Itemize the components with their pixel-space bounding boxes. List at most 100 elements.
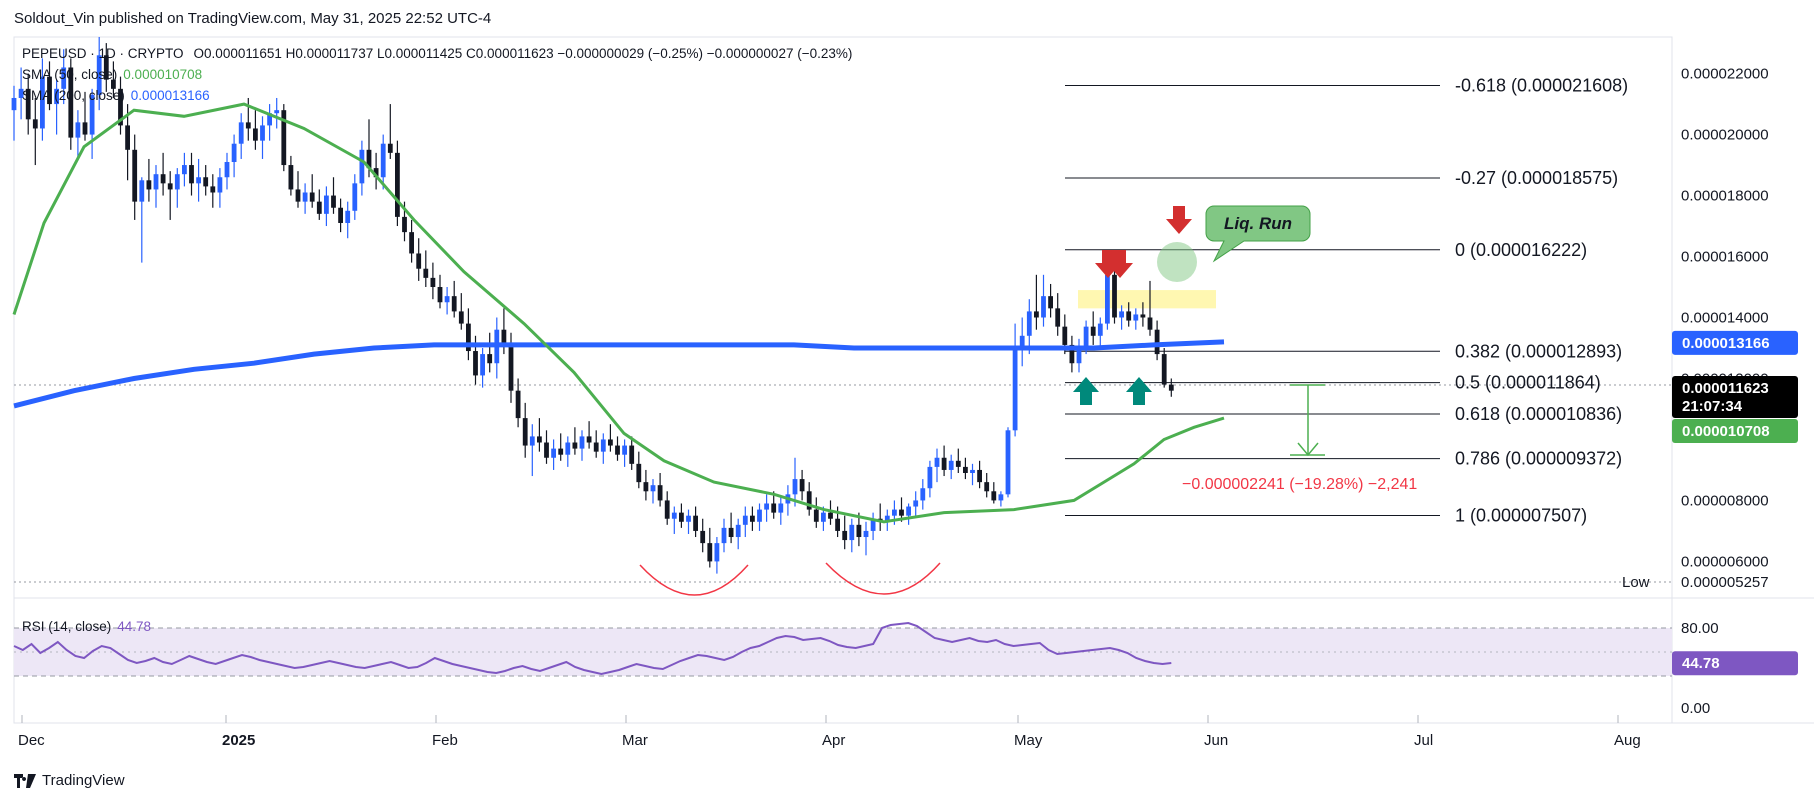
candle-body	[615, 445, 620, 455]
tradingview-logo-icon	[14, 773, 36, 788]
candle-body	[1005, 430, 1011, 495]
candle-body	[522, 418, 528, 446]
candle-body	[338, 207, 343, 223]
candle-body	[757, 509, 762, 522]
sma50-price-tag	[1672, 419, 1798, 443]
candle-body	[458, 311, 464, 324]
time-axis-tick: Dec	[18, 732, 45, 749]
time-axis[interactable]: Dec 2025 Feb Mar Apr May Jun Jul Aug	[18, 715, 1641, 749]
candle-body	[913, 500, 919, 507]
candle-body	[579, 436, 585, 449]
candle-body	[686, 515, 691, 522]
candle-body	[40, 76, 45, 129]
candle-body	[68, 67, 74, 138]
candle-body	[735, 524, 741, 538]
candle-body	[1041, 296, 1046, 318]
candle-body	[742, 515, 748, 525]
candle-body	[963, 466, 968, 473]
candle-body	[721, 527, 727, 544]
candle-body	[331, 195, 336, 208]
candle-body	[54, 88, 59, 105]
candle-body	[189, 165, 194, 184]
candle-body	[707, 543, 713, 562]
candle-body	[906, 506, 911, 516]
candle-body	[1012, 347, 1018, 431]
price-axis-tick: 0.000008000	[1681, 492, 1769, 509]
candle-body	[778, 503, 784, 513]
sma50-legend[interactable]: SMA (50, close) 0.000010708	[22, 67, 202, 82]
candle-body	[586, 436, 592, 443]
candle-body	[32, 119, 38, 129]
candle-body	[657, 485, 663, 501]
tradingview-brand[interactable]: TradingView	[14, 772, 125, 789]
candle-body	[629, 445, 635, 464]
sma50-line	[12, 102, 1225, 524]
liq-run-highlight	[1157, 242, 1197, 282]
candle-body	[941, 457, 947, 470]
time-axis-tick: Feb	[432, 732, 458, 749]
arrow-down-icon	[1166, 206, 1192, 234]
candle-body	[515, 390, 521, 419]
candle-body	[1048, 296, 1053, 309]
candle-body	[1055, 308, 1061, 327]
time-axis-tick: Jun	[1204, 732, 1228, 749]
candle-body	[1147, 317, 1153, 330]
arrow-up-icon	[1126, 377, 1152, 405]
candle-body	[473, 351, 478, 376]
candle-body	[217, 177, 223, 193]
drawdown-label: −0.000002241 (−19.28%) −2,241	[1182, 476, 1417, 493]
candle-body	[764, 503, 769, 510]
candle-body	[260, 125, 265, 141]
candle-body	[451, 296, 457, 312]
low-value: 0.000005257	[1681, 574, 1769, 591]
candle-body	[970, 469, 975, 473]
fib-level-label: -0.618 (0.000021608)	[1455, 76, 1628, 96]
candle-body	[884, 515, 890, 522]
annotations: Liq. Run −0.000002241 (−19.28%) −2,241	[639, 205, 1417, 596]
candle-body	[1105, 274, 1110, 324]
candle-body	[529, 436, 535, 446]
symbol-legend[interactable]: PEPEUSD · 1D · CRYPTO O0.000011651 H0.000…	[22, 46, 852, 61]
candle-body	[160, 174, 166, 184]
candle-body	[998, 494, 1004, 501]
candle-body	[466, 323, 471, 352]
candle-body	[799, 479, 805, 492]
candle-body	[380, 143, 386, 178]
candle-body	[146, 180, 152, 190]
candle-body	[352, 183, 358, 211]
fibonacci-retracement[interactable]: -0.618 (0.000021608) -0.27 (0.000018575) 0…	[1065, 76, 1628, 526]
candle-body	[806, 491, 812, 510]
last-price-tag-text: 21:07:34	[1682, 398, 1743, 415]
rsi-legend[interactable]: RSI (14, close) 44.78	[22, 619, 151, 634]
time-axis-tick: May	[1014, 732, 1043, 749]
candle-body	[309, 192, 315, 202]
candle-body	[1126, 311, 1132, 321]
candle-body	[991, 491, 997, 501]
liq-run-bubble	[1205, 205, 1311, 263]
candle-body	[934, 457, 940, 467]
candle-body	[373, 168, 379, 178]
candle-body	[18, 88, 24, 98]
candle-body	[544, 442, 549, 458]
time-axis-tick: Apr	[822, 732, 845, 749]
candles	[11, 37, 1174, 574]
candle-body	[444, 296, 450, 303]
measure-arrowhead-icon	[1297, 442, 1319, 457]
fib-level-label: 0.5 (0.000011864)	[1455, 373, 1601, 393]
sma200-legend[interactable]: SMA (200, close) 0.000013166	[22, 88, 210, 103]
candle-body	[551, 448, 556, 458]
candle-body	[1083, 326, 1089, 348]
candle-body	[203, 177, 209, 187]
rsi-axis-tick: 0.00	[1681, 700, 1710, 717]
candle-body	[1161, 354, 1167, 385]
candle-body	[1112, 274, 1117, 318]
candle-body	[984, 482, 990, 492]
candle-body	[1069, 344, 1075, 364]
candle-body	[132, 149, 138, 202]
candle-body	[643, 482, 649, 492]
candle-body	[1062, 326, 1068, 345]
tradingview-brand-label: TradingView	[42, 772, 125, 789]
candle-body	[842, 530, 848, 541]
